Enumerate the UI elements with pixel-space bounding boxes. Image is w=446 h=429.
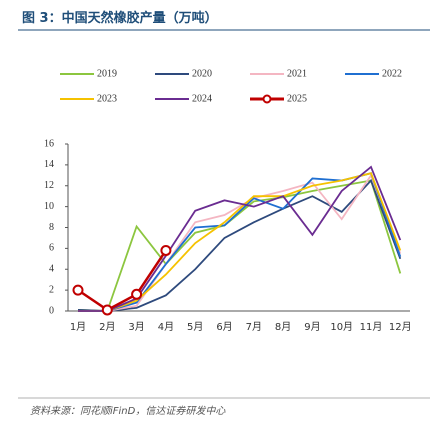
x-tick-label: 7月 [246,321,262,333]
legend-label: 2020 [192,68,212,79]
point-marker [72,284,84,296]
point-marker [131,288,143,300]
series-line [77,179,402,312]
x-tick-label: 8月 [275,321,291,333]
y-tick-label: 6 [49,243,54,254]
legend-label: 2019 [97,68,117,79]
legend-label: 2021 [287,68,307,79]
x-tick-label: 6月 [216,321,232,333]
y-tick-label: 10 [44,201,54,212]
y-tick-label: 14 [44,159,54,170]
x-tick-label: 11月 [360,321,383,333]
legend-label: 2025 [287,93,307,104]
y-tick-label: 16 [44,138,54,149]
x-tick-label: 10月 [330,321,353,333]
legend-marker [262,94,272,104]
x-tick-label: 5月 [187,321,203,333]
y-tick-label: 0 [49,305,54,316]
x-tick-label: 1月 [70,321,86,333]
point-marker [160,244,172,256]
x-tick-label: 2月 [99,321,115,333]
chart-title: 图 3：中国天然橡胶产量（万吨） [22,10,218,26]
point-marker [101,304,113,316]
series-line [78,172,402,312]
y-tick-label: 2 [49,284,54,295]
legend-label: 2024 [192,93,212,104]
y-tick-label: 8 [49,222,54,233]
y-tick-label: 12 [44,180,54,191]
y-tick-label: 4 [49,264,54,275]
series-line [77,178,402,312]
x-tick-label: 3月 [128,321,144,333]
legend-label: 2022 [382,68,402,79]
series-line [77,249,167,312]
source: 资料来源：同花顺iFinD，信达证券研发中心 [30,405,226,417]
series-line [78,172,402,312]
series-line [78,173,402,312]
x-tick-label: 12月 [389,321,412,333]
legend-label: 2023 [97,93,117,104]
x-tick-label: 9月 [304,321,320,333]
x-tick-label: 4月 [158,321,174,333]
series-line [78,165,402,312]
